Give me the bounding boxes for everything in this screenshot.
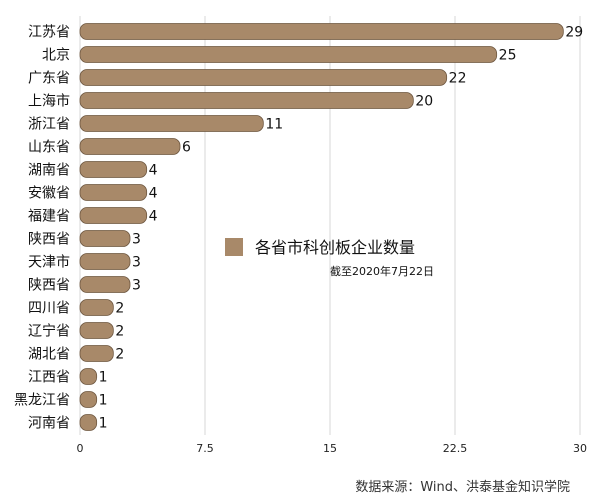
bars xyxy=(79,23,564,431)
x-tick-label: 30 xyxy=(573,442,587,455)
value-label: 1 xyxy=(99,393,108,409)
category-label: 陕西省 xyxy=(28,278,70,294)
bar xyxy=(79,69,448,86)
value-label: 25 xyxy=(499,48,517,64)
category-label: 浙江省 xyxy=(28,117,70,133)
category-label: 陕西省 xyxy=(28,232,70,248)
legend: 各省市科创板企业数量 xyxy=(225,238,415,257)
category-label: 湖南省 xyxy=(28,163,70,179)
value-label: 1 xyxy=(99,370,108,386)
value-label: 11 xyxy=(265,117,283,133)
bar xyxy=(79,345,114,362)
category-label: 江苏省 xyxy=(28,25,70,41)
bar xyxy=(79,391,98,408)
category-label: 四川省 xyxy=(28,301,70,317)
value-label: 2 xyxy=(115,301,124,317)
value-label: 2 xyxy=(115,324,124,340)
category-label: 江西省 xyxy=(28,370,70,386)
category-label: 广东省 xyxy=(28,71,70,87)
value-label: 3 xyxy=(132,255,141,271)
bar xyxy=(79,161,148,178)
category-labels: 江苏省北京广东省上海市浙江省山东省湖南省安徽省福建省陕西省天津市陕西省四川省辽宁… xyxy=(14,25,70,432)
bar xyxy=(79,207,148,224)
bar xyxy=(79,138,181,155)
value-label: 20 xyxy=(415,94,433,110)
category-label: 福建省 xyxy=(28,209,70,225)
bar xyxy=(79,184,148,201)
bar xyxy=(79,276,131,293)
category-label: 黑龙江省 xyxy=(14,393,70,409)
bar xyxy=(79,322,114,339)
legend-swatch xyxy=(225,238,243,256)
value-label: 2 xyxy=(115,347,124,363)
value-label: 4 xyxy=(149,163,158,179)
date-note: 截至2020年7月22日 xyxy=(330,264,434,278)
value-label: 4 xyxy=(149,186,158,202)
bar xyxy=(79,414,98,431)
value-label: 22 xyxy=(449,71,467,87)
category-label: 山东省 xyxy=(28,140,70,156)
x-tick-label: 0 xyxy=(77,442,84,455)
category-label: 河南省 xyxy=(28,416,70,432)
x-tick-label: 15 xyxy=(323,442,337,455)
source-note: 数据来源：Wind、洪泰基金知识学院 xyxy=(355,479,570,495)
x-axis-ticks: 0 7.5 15 22.5 30 xyxy=(77,442,588,455)
category-label: 湖北省 xyxy=(28,347,70,363)
category-label: 天津市 xyxy=(28,254,70,271)
legend-label: 各省市科创板企业数量 xyxy=(255,238,415,257)
x-tick-label: 7.5 xyxy=(196,442,214,455)
value-label: 29 xyxy=(565,25,583,41)
value-label: 1 xyxy=(99,416,108,432)
value-label: 3 xyxy=(132,232,141,248)
bar xyxy=(79,46,498,63)
value-label: 3 xyxy=(132,278,141,294)
bar xyxy=(79,253,131,270)
category-label: 安徽省 xyxy=(28,186,70,202)
bar xyxy=(79,368,98,385)
x-tick-label: 22.5 xyxy=(443,442,468,455)
category-label: 辽宁省 xyxy=(28,323,70,340)
bar xyxy=(79,230,131,247)
category-label: 上海市 xyxy=(28,93,70,110)
value-label: 6 xyxy=(182,140,191,156)
bar xyxy=(79,115,264,132)
category-label: 北京 xyxy=(42,48,70,64)
value-label: 4 xyxy=(149,209,158,225)
bar xyxy=(79,92,414,109)
bar xyxy=(79,23,564,40)
bar xyxy=(79,299,114,316)
